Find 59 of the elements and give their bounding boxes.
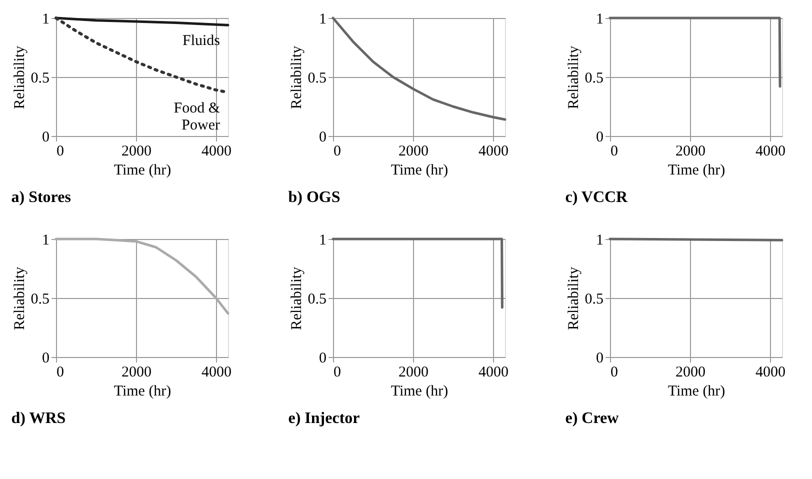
y-axis-title: Reliability [288,45,305,110]
x-tick-label: 4000 [756,364,786,380]
x-tick-label: 4000 [202,364,232,380]
x-tick-label: 0 [334,364,341,380]
text: b) OGS [288,189,340,206]
x-tick-label: 2000 [122,364,152,380]
y-tick-label: 1 [596,12,604,28]
x-tick-label: 4000 [478,364,508,380]
line-series [332,16,506,121]
y-tick-label: 1 [42,232,50,248]
y-axis-title: Reliability [566,45,582,110]
y-tick-label: 1 [319,232,326,248]
y-tick-label: 0 [319,350,326,366]
x-axis-title: Time (hr) [390,384,448,400]
y-tick-label: 0.5 [584,70,604,86]
y-tick-label: 0 [42,130,50,146]
text: e) Crew [565,410,620,427]
y-axis-title: Reliability [12,266,28,330]
x-axis-title: Time (hr) [114,384,172,400]
x-tick-label: 0 [334,144,341,160]
text: a) Stores [11,189,71,206]
x-tick-label: 4000 [202,144,232,160]
y-tick-label: 0 [596,130,604,146]
x-tick-label: 2000 [676,144,706,160]
y-tick-label: 0 [42,350,50,366]
text: c) VCCR [565,189,628,206]
x-tick-label: 0 [56,144,64,160]
x-tick-label: 0 [56,364,64,380]
text: d) WRS [11,410,66,427]
x-axis-title: Time (hr) [668,162,726,178]
y-axis-title: Reliability [566,266,582,330]
x-tick-label: 4000 [478,144,508,160]
x-axis-title: Time (hr) [668,384,726,400]
y-tick-label: 1 [319,12,326,28]
y-tick-label: 1 [596,232,604,248]
y-tick-label: 0 [319,130,326,146]
x-axis-title: Time (hr) [390,162,448,178]
y-tick-label: 0.5 [308,70,326,86]
y-tick-label: 0 [596,350,604,366]
y-tick-label: 0.5 [30,70,50,86]
x-tick-label: 0 [610,144,618,160]
text: e) Injector [288,410,360,427]
y-tick-label: 0.5 [30,292,50,308]
line-series [54,238,230,315]
x-tick-label: 2000 [122,144,152,160]
x-tick-label: 0 [610,364,618,380]
y-tick-label: 0.5 [584,292,604,308]
y-tick-label: 0.5 [308,292,326,308]
y-axis-title: Reliability [288,266,305,330]
x-tick-label: 2000 [398,144,428,160]
series-label: Food & Power [174,100,220,134]
y-axis-title: Reliability [12,45,28,110]
x-axis-title: Time (hr) [114,162,172,178]
series-label: Fluids [182,33,220,50]
y-tick-label: 1 [42,12,50,28]
line-series [54,16,230,26]
x-tick-label: 2000 [676,364,706,380]
x-tick-label: 4000 [756,144,786,160]
x-tick-label: 2000 [398,364,428,380]
